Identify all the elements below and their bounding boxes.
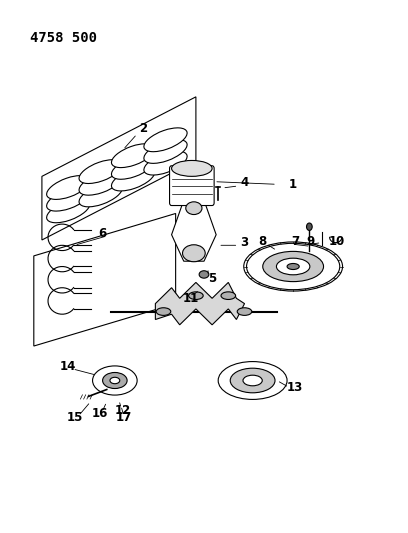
Text: 6: 6 [99,227,107,240]
Ellipse shape [79,183,122,207]
Ellipse shape [263,252,324,281]
Ellipse shape [111,167,155,191]
Ellipse shape [287,263,299,270]
Ellipse shape [243,375,262,386]
Text: 2: 2 [139,122,147,135]
Ellipse shape [182,245,205,262]
Ellipse shape [221,292,235,300]
Ellipse shape [144,151,187,175]
Text: 7: 7 [291,235,299,248]
Polygon shape [34,214,175,346]
Ellipse shape [218,361,287,399]
Ellipse shape [79,171,122,195]
Ellipse shape [237,308,252,316]
Ellipse shape [47,187,90,211]
Text: 12: 12 [115,404,131,417]
Ellipse shape [79,160,122,183]
Text: 13: 13 [287,381,303,394]
Polygon shape [155,282,244,325]
Ellipse shape [186,202,202,215]
Polygon shape [42,97,196,240]
Ellipse shape [199,271,209,278]
Ellipse shape [47,175,90,199]
Ellipse shape [277,258,310,275]
Text: 10: 10 [329,235,345,248]
Text: 9: 9 [306,235,314,247]
Ellipse shape [172,160,212,176]
Text: 15: 15 [67,411,83,424]
Ellipse shape [188,292,203,300]
Ellipse shape [156,308,171,316]
Ellipse shape [110,377,120,384]
Text: 3: 3 [240,236,248,249]
Ellipse shape [144,140,187,163]
Ellipse shape [144,128,187,152]
Ellipse shape [111,156,155,179]
Ellipse shape [93,366,137,395]
Ellipse shape [47,199,90,223]
Ellipse shape [102,373,127,389]
Text: 5: 5 [208,272,216,285]
Ellipse shape [246,244,340,289]
Text: 4: 4 [240,176,248,189]
Ellipse shape [111,144,155,167]
Ellipse shape [306,223,312,230]
Text: 17: 17 [115,411,132,424]
Text: 1: 1 [289,178,297,191]
Text: 4758 500: 4758 500 [30,30,97,45]
Text: 16: 16 [91,407,108,421]
Polygon shape [172,200,216,261]
Text: 14: 14 [59,360,75,373]
Text: 11: 11 [183,292,199,305]
FancyBboxPatch shape [170,166,214,206]
Text: 8: 8 [259,235,267,248]
Ellipse shape [230,368,275,393]
